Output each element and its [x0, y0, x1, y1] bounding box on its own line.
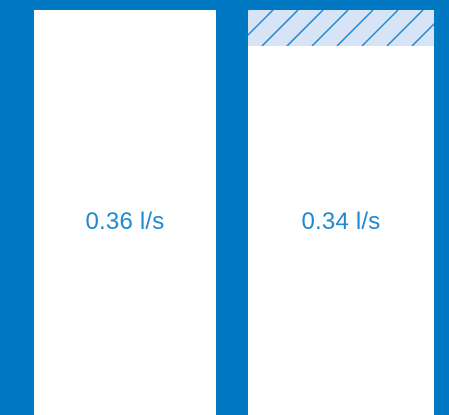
hatch-line [286, 10, 324, 46]
flow-rate-label-left: 0.36 l/s [85, 208, 165, 235]
flow-panel-right: 0.34 l/s [248, 10, 434, 415]
hatch-pattern-graphic [248, 10, 434, 46]
hatch-line [311, 10, 349, 46]
hatch-line [411, 22, 434, 46]
flow-panel-left: 0.36 l/s [34, 10, 216, 415]
flow-rate-label-right: 0.34 l/s [301, 208, 381, 235]
hatch-line [386, 10, 424, 46]
savings-hatch-band [248, 10, 434, 46]
hatch-line [336, 10, 374, 46]
hatch-line [248, 10, 274, 37]
hatch-line [361, 10, 399, 46]
hatch-line [261, 10, 299, 46]
